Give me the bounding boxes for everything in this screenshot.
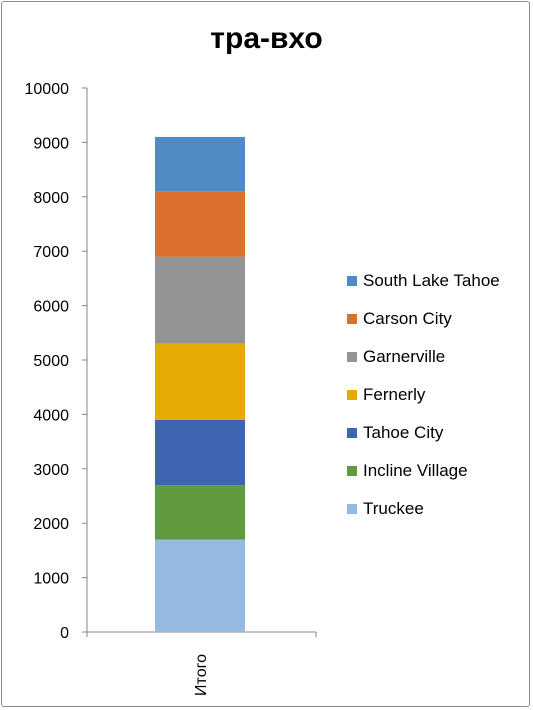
y-tick-label: 5000 — [33, 353, 69, 370]
y-tick-label: 1000 — [33, 571, 69, 588]
legend-label: Fernerly — [363, 385, 426, 404]
legend-item: South Lake Tahoe — [347, 262, 500, 300]
y-tick-label: 7000 — [33, 244, 69, 261]
x-tick-label: Итого — [193, 654, 210, 696]
legend-item: Incline Village — [347, 452, 500, 490]
legend-item: Carson City — [347, 300, 500, 338]
legend-label: Carson City — [363, 309, 452, 328]
legend-item: Tahoe City — [347, 414, 500, 452]
legend-swatch — [347, 390, 357, 400]
y-tick-label: 0 — [60, 625, 69, 642]
y-tick-label: 9000 — [33, 135, 69, 152]
bar-segment-carson-city — [155, 191, 245, 257]
legend-item: Fernerly — [347, 376, 500, 414]
legend-label: South Lake Tahoe — [363, 271, 500, 290]
legend-label: Truckee — [363, 499, 424, 518]
legend: South Lake Tahoe Carson City Garnerville Fe… — [347, 262, 500, 528]
legend-swatch — [347, 504, 357, 514]
bar-segment-garnerville — [155, 256, 245, 344]
legend-item: Garnerville — [347, 338, 500, 376]
y-tick-label: 6000 — [33, 299, 69, 316]
bar-segment-tahoe-city — [155, 419, 245, 486]
legend-swatch — [347, 314, 357, 324]
y-tick-label: 2000 — [33, 516, 69, 533]
bar-stack — [155, 136, 245, 632]
chart-title: тра-вхо — [210, 22, 323, 55]
bar-segment-south-lake-tahoe — [155, 136, 245, 192]
y-tick-label: 8000 — [33, 190, 69, 207]
legend-label: Garnerville — [363, 347, 446, 366]
tick-labels: 0 1000 2000 3000 4000 5000 6000 7000 8000 9000 100… — [25, 81, 211, 696]
bar-segment-incline-village — [155, 485, 245, 540]
y-tick-label: 4000 — [33, 407, 69, 424]
legend-swatch — [347, 428, 357, 438]
legend-label: Incline Village — [363, 461, 468, 480]
legend-swatch — [347, 352, 357, 362]
legend-label: Tahoe City — [363, 423, 444, 442]
bar-segment-fernerly — [155, 343, 245, 420]
legend-swatch — [347, 276, 357, 286]
legend-swatch — [347, 466, 357, 476]
y-tick-label: 10000 — [25, 81, 70, 98]
bar-segment-truckee — [155, 539, 245, 632]
y-tick-label: 3000 — [33, 462, 69, 479]
legend-item: Truckee — [347, 490, 500, 528]
